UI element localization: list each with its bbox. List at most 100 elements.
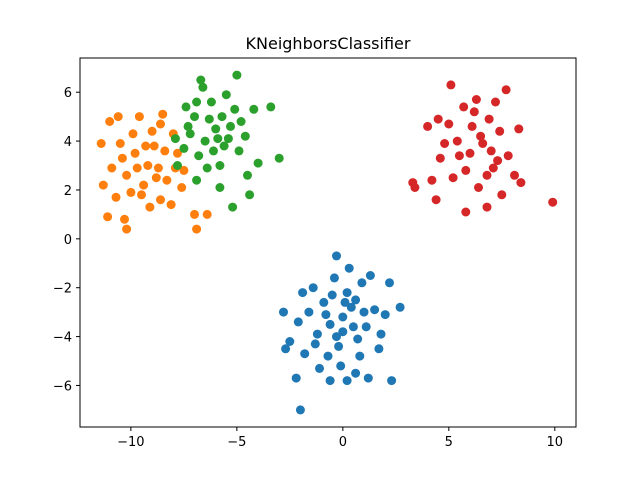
data-point-cluster-0-44 — [298, 288, 308, 298]
data-point-cluster-0-7 — [319, 297, 329, 307]
data-point-cluster-3-8 — [495, 126, 505, 136]
data-point-cluster-3-18 — [516, 178, 526, 188]
data-point-cluster-2-24 — [170, 134, 180, 144]
data-point-cluster-0-20 — [285, 337, 295, 346]
data-point-cluster-2-5 — [215, 161, 225, 170]
data-point-cluster-2-11 — [230, 104, 240, 114]
data-point-cluster-2-8 — [226, 121, 235, 131]
data-point-cluster-1-12 — [96, 139, 106, 148]
data-point-cluster-0-41 — [355, 351, 365, 361]
data-point-cluster-0-29 — [279, 307, 288, 317]
data-point-cluster-2-4 — [194, 151, 204, 161]
data-point-cluster-1-32 — [166, 200, 176, 210]
data-point-cluster-0-22 — [295, 405, 305, 415]
data-point-cluster-3-33 — [459, 102, 469, 112]
data-point-cluster-0-23 — [291, 373, 301, 383]
data-point-cluster-2-28 — [240, 131, 250, 141]
data-point-cluster-2-21 — [215, 183, 225, 192]
data-point-cluster-0-13 — [300, 349, 310, 359]
data-point-cluster-0-9 — [304, 307, 314, 317]
data-point-cluster-3-27 — [478, 139, 488, 148]
y-tick-label-1: −4 — [53, 331, 72, 346]
data-point-cluster-2-19 — [245, 190, 255, 200]
data-point-cluster-1-14 — [113, 112, 123, 122]
data-point-cluster-2-13 — [198, 82, 208, 92]
data-point-cluster-0-31 — [363, 373, 373, 383]
data-point-cluster-0-11 — [329, 273, 339, 283]
data-point-cluster-3-35 — [433, 114, 443, 124]
data-point-cluster-1-39 — [141, 141, 151, 151]
plot-frame — [79, 57, 577, 428]
x-tick-label-4: 10 — [547, 435, 564, 450]
data-point-cluster-2-29 — [243, 170, 252, 180]
data-point-cluster-0-34 — [308, 283, 318, 293]
data-point-cluster-1-27 — [128, 129, 138, 139]
data-point-cluster-2-15 — [249, 104, 259, 114]
data-point-cluster-1-37 — [156, 119, 165, 129]
y-tick-label-2: −2 — [53, 282, 72, 297]
data-point-cluster-3-12 — [446, 80, 456, 90]
data-point-cluster-1-24 — [139, 180, 149, 190]
data-point-cluster-0-14 — [374, 344, 384, 354]
data-point-cluster-0-37 — [348, 322, 358, 332]
data-point-cluster-0-10 — [370, 305, 380, 315]
data-point-cluster-3-34 — [484, 114, 494, 124]
data-point-cluster-1-6 — [156, 195, 165, 205]
data-point-cluster-0-5 — [334, 341, 344, 351]
data-point-cluster-3-29 — [448, 173, 458, 183]
data-point-cluster-3-21 — [482, 202, 492, 212]
data-point-cluster-0-47 — [351, 295, 361, 305]
data-point-cluster-3-23 — [431, 195, 441, 205]
data-point-cluster-2-12 — [206, 97, 216, 107]
data-point-cluster-2-16 — [253, 158, 263, 168]
x-tick-label-0: −10 — [117, 435, 144, 450]
points-layer — [96, 70, 558, 415]
chart-title: KNeighborsClassifier — [246, 34, 411, 53]
data-point-cluster-2-7 — [204, 114, 214, 124]
data-point-cluster-1-13 — [105, 117, 115, 126]
data-point-cluster-1-1 — [151, 173, 161, 183]
data-point-cluster-1-22 — [202, 209, 212, 219]
data-point-cluster-2-36 — [192, 97, 202, 107]
data-point-cluster-3-6 — [444, 119, 454, 129]
data-point-cluster-0-28 — [385, 278, 394, 288]
x-tick-label-1: −5 — [227, 435, 246, 450]
data-point-cluster-1-31 — [111, 192, 121, 202]
data-point-cluster-3-16 — [514, 124, 524, 134]
data-point-cluster-3-7 — [469, 107, 479, 117]
data-point-cluster-2-6 — [179, 143, 189, 153]
data-point-cluster-1-29 — [162, 175, 172, 185]
data-point-cluster-1-4 — [122, 170, 132, 180]
data-point-cluster-0-33 — [325, 376, 335, 386]
data-point-cluster-1-35 — [117, 153, 127, 163]
data-point-cluster-1-2 — [130, 148, 140, 158]
data-point-cluster-1-10 — [177, 183, 187, 192]
data-point-cluster-1-36 — [179, 165, 189, 175]
data-point-cluster-1-20 — [190, 209, 199, 219]
data-point-cluster-2-20 — [228, 202, 238, 212]
data-point-cluster-0-24 — [332, 251, 341, 261]
data-point-cluster-2-31 — [223, 134, 233, 144]
data-point-cluster-3-3 — [486, 146, 496, 156]
data-point-cluster-0-18 — [293, 317, 303, 327]
data-point-cluster-2-34 — [217, 112, 227, 122]
data-point-cluster-2-0 — [200, 136, 210, 146]
data-point-cluster-2-25 — [181, 102, 191, 112]
data-point-cluster-2-17 — [266, 102, 276, 112]
data-point-cluster-0-32 — [342, 376, 352, 386]
data-point-cluster-2-35 — [236, 117, 246, 126]
data-point-cluster-2-23 — [173, 161, 182, 170]
data-point-cluster-3-5 — [482, 170, 492, 180]
data-point-cluster-0-1 — [325, 319, 335, 329]
x-tick-label-2: 0 — [339, 435, 347, 450]
data-point-cluster-1-34 — [153, 163, 163, 173]
data-point-cluster-1-28 — [173, 148, 182, 158]
data-point-cluster-2-1 — [211, 124, 221, 134]
data-point-cluster-3-36 — [474, 183, 483, 192]
data-point-cluster-2-9 — [190, 112, 199, 122]
data-point-cluster-3-31 — [440, 139, 450, 148]
data-point-cluster-0-6 — [353, 334, 363, 344]
y-tick-label-3: 0 — [64, 233, 72, 248]
data-point-cluster-2-37 — [213, 134, 223, 144]
